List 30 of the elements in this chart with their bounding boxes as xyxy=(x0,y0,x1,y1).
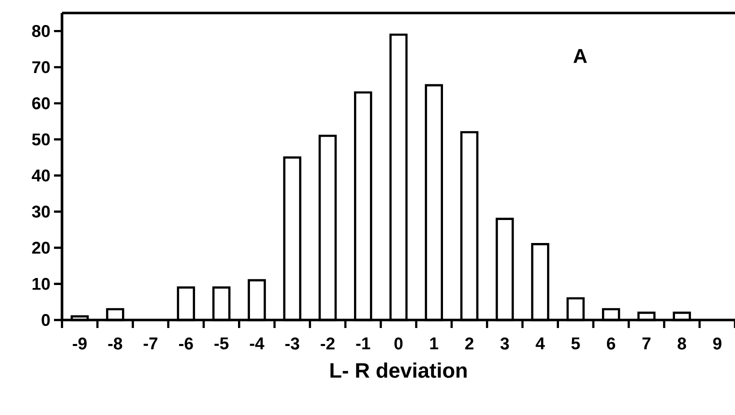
x-tick-label: 4 xyxy=(536,338,545,350)
y-tick-label: 80 xyxy=(32,25,50,38)
x-tick-label: -6 xyxy=(179,338,193,350)
x-tick-label: 0 xyxy=(394,338,403,350)
x-tick-label: 1 xyxy=(430,338,438,350)
x-tick-label: 7 xyxy=(642,338,650,350)
x-tick-label: -7 xyxy=(144,338,158,350)
y-tick-label: 40 xyxy=(32,170,50,182)
x-tick-label: 5 xyxy=(571,338,580,350)
x-tick-label: -3 xyxy=(285,338,300,350)
y-tick-label: 50 xyxy=(32,133,50,146)
x-axis-title: L- R deviation xyxy=(330,362,467,378)
y-tick-label: 60 xyxy=(32,97,50,110)
y-tick-label: 20 xyxy=(32,242,50,254)
annotation: A xyxy=(574,49,587,63)
x-tick-label: 3 xyxy=(500,338,509,350)
y-tick-label: 70 xyxy=(32,61,50,74)
x-tick-label: 8 xyxy=(678,338,686,350)
x-tick-label: 9 xyxy=(713,338,722,350)
x-tick-label: -1 xyxy=(356,338,370,350)
x-tick-label: 6 xyxy=(606,338,616,350)
x-tick-label: 2 xyxy=(465,338,474,350)
y-tick-label: 30 xyxy=(32,206,50,218)
x-tick-label: -8 xyxy=(108,338,122,350)
x-tick-label: -5 xyxy=(214,338,228,350)
x-tick-label: -9 xyxy=(72,338,87,350)
y-tick-label: 0 xyxy=(42,314,50,326)
x-tick-label: -4 xyxy=(250,338,264,350)
y-tick-label: 10 xyxy=(32,278,50,290)
x-tick-label: -2 xyxy=(320,338,335,350)
